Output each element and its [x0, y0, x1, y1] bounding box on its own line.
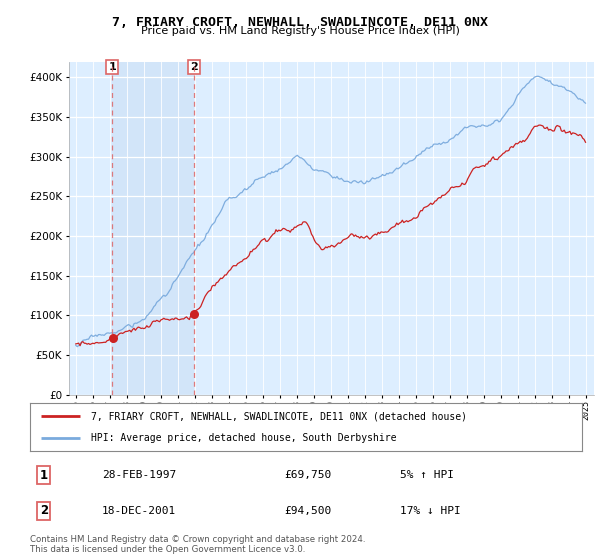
Text: 1: 1	[109, 62, 116, 72]
Text: Price paid vs. HM Land Registry's House Price Index (HPI): Price paid vs. HM Land Registry's House …	[140, 26, 460, 36]
Text: 17% ↓ HPI: 17% ↓ HPI	[400, 506, 461, 516]
Text: 7, FRIARY CROFT, NEWHALL, SWADLINCOTE, DE11 0NX: 7, FRIARY CROFT, NEWHALL, SWADLINCOTE, D…	[112, 16, 488, 29]
Text: 2: 2	[40, 505, 48, 517]
Text: 2: 2	[190, 62, 198, 72]
Text: 28-FEB-1997: 28-FEB-1997	[102, 470, 176, 480]
Text: HPI: Average price, detached house, South Derbyshire: HPI: Average price, detached house, Sout…	[91, 433, 396, 443]
Text: 7, FRIARY CROFT, NEWHALL, SWADLINCOTE, DE11 0NX (detached house): 7, FRIARY CROFT, NEWHALL, SWADLINCOTE, D…	[91, 411, 467, 421]
Text: 18-DEC-2001: 18-DEC-2001	[102, 506, 176, 516]
Bar	[112, 62, 194, 395]
Text: £69,750: £69,750	[284, 470, 331, 480]
Text: £94,500: £94,500	[284, 506, 331, 516]
Text: Contains HM Land Registry data © Crown copyright and database right 2024.
This d: Contains HM Land Registry data © Crown c…	[30, 535, 365, 554]
Text: 5% ↑ HPI: 5% ↑ HPI	[400, 470, 454, 480]
Text: 1: 1	[40, 469, 48, 482]
